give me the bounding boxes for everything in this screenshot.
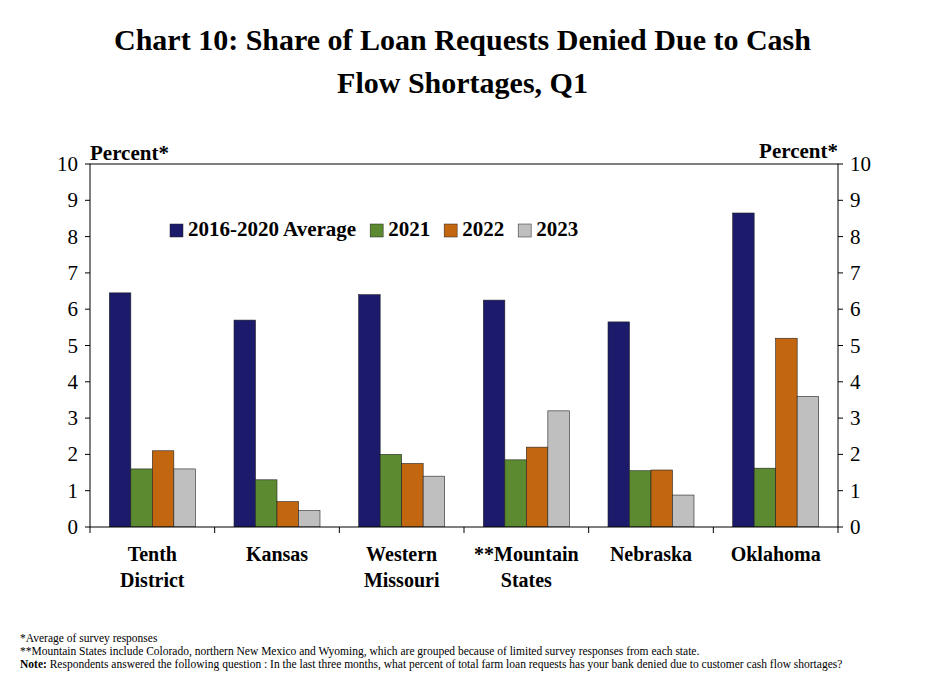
y-tick [85,200,90,201]
y2-tick-label: 9 [850,188,861,212]
bar [131,469,153,527]
x-tick-label: Oklahoma [731,543,821,565]
bar [359,295,381,527]
bar [483,300,505,527]
y2-tick [838,309,843,310]
y2-tick-label: 0 [850,515,861,539]
y2-tick-label: 2 [850,442,861,466]
y-tick-label: 6 [68,297,79,321]
y-tick-label: 3 [68,406,79,430]
chart-title: Chart 10: Share of Loan Requests Denied … [80,18,845,104]
category-separator [90,527,91,533]
y-tick [85,272,90,273]
legend-label: 2022 [462,217,504,241]
y-tick-label: 2 [68,442,79,466]
bar [608,322,630,527]
bar [630,471,652,527]
y2-tick-label: 5 [850,334,861,358]
bar [776,338,798,527]
legend-label: 2021 [388,217,430,241]
legend-swatch [170,224,183,237]
y2-tick [838,418,843,419]
y2-tick [838,490,843,491]
bar [423,476,445,527]
y-tick-label: 4 [68,370,79,394]
category-separator [339,527,340,533]
bar [234,320,256,527]
y2-tick [838,454,843,455]
legend: 2016-2020 Average 2021 2022 2023 [170,217,578,241]
y-tick-label: 7 [68,261,79,285]
y2-tick-label: 6 [850,297,861,321]
y2-tick [838,272,843,273]
bar [651,470,673,527]
y-tick [85,381,90,382]
y2-tick-label: 1 [850,479,861,503]
y-tick-label: 8 [68,225,79,249]
chart-svg: 0 1 2 3 4 5 6 7 8 9 10 0 1 2 3 4 5 6 7 8 9 10 Percent* Percent*… [0,0,925,693]
x-tick-label: Kansas [246,543,308,565]
y2-tick [838,345,843,346]
y-tick [85,418,90,419]
bars [109,213,818,527]
footnote: Note: Respondents answered the following… [20,658,915,671]
y2-tick [838,527,843,528]
y-tick [85,490,90,491]
y2-tick [838,164,843,165]
y2-tick-label: 8 [850,225,861,249]
legend-swatch [518,224,531,237]
y2-tick [838,236,843,237]
bar [733,213,755,527]
bar [277,502,299,527]
bar [174,469,196,527]
bar [505,460,527,527]
legend-swatch [444,224,457,237]
bar [548,411,570,527]
category-separator [214,527,215,533]
legend-label: 2023 [536,217,578,241]
category-separator [713,527,714,533]
category-separator [464,527,465,533]
bar [402,463,424,527]
legend-label: 2016-2020 Average [188,217,356,241]
bar [526,447,548,527]
y2-tick-label: 7 [850,261,861,285]
y-tick-label: 10 [57,152,78,176]
y2-tick-label: 3 [850,406,861,430]
footnotes: *Average of survey responses**Mountain S… [20,632,915,671]
plot-frame [90,164,838,527]
legend-swatch [370,224,383,237]
y-tick [85,345,90,346]
y-tick [85,527,90,528]
x-tick-label: **MountainStates [474,543,578,591]
y2-tick [838,200,843,201]
y2-tick-label: 10 [850,152,871,176]
footnote: *Average of survey responses [20,632,915,645]
bar [109,293,131,527]
x-tick-label: TenthDistrict [120,543,185,591]
y-tick [85,309,90,310]
bar [299,511,321,527]
y-tick [85,454,90,455]
y-tick-label: 0 [68,515,79,539]
y2-tick-label: 4 [850,370,861,394]
y-tick-label: 1 [68,479,79,503]
y-axis-label: Percent* [90,141,169,165]
footnote: **Mountain States include Colorado, nort… [20,645,915,658]
category-separator [588,527,589,533]
y2-tick [838,381,843,382]
bar [152,451,174,527]
bar [256,480,278,527]
bar [754,468,776,527]
y-tick-label: 9 [68,188,79,212]
y2-axis-label: Percent* [759,139,838,163]
y-tick [85,236,90,237]
x-tick-label: Nebraska [610,543,692,565]
category-separator [838,527,839,533]
bar [380,454,402,527]
bar [673,495,695,527]
x-tick-label: WesternMissouri [364,543,440,591]
bar [797,396,819,527]
y-tick-label: 5 [68,334,79,358]
